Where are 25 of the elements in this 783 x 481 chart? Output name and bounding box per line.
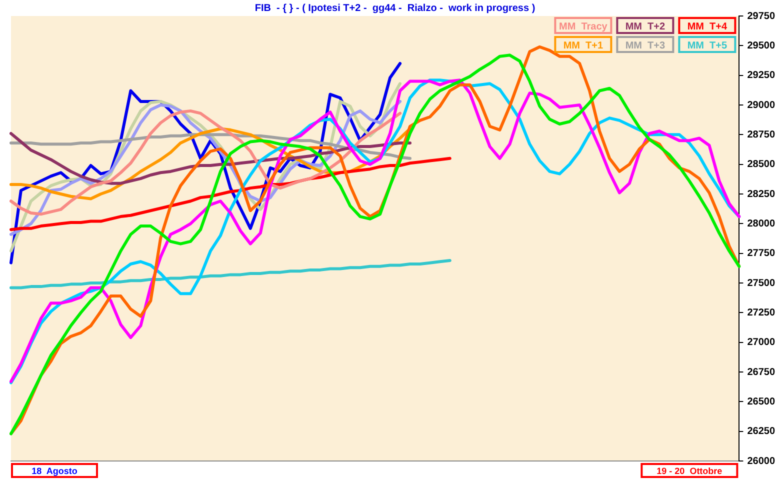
y-tick-label: 28250 [747,188,776,200]
y-tick-label: 27750 [747,248,776,260]
y-tick-label: 27500 [747,278,776,289]
y-tick-label: 26250 [747,426,776,438]
y-tick-label: 28500 [747,159,776,170]
text: MM Tracy [559,21,608,32]
text: MM T+4 [687,21,728,32]
y-tick-label: 28750 [747,129,776,140]
text: MM T+3 [625,40,666,52]
y-tick-label: 27000 [747,337,776,348]
y-tick-label: 29250 [747,70,776,82]
chart-title: FIB - { } - ( Ipotesi T+2 - gg44 - Rialzo - work in progress ) [254,2,536,14]
text: MM T+2 [625,21,666,32]
y-tick-label: 26500 [747,396,776,408]
y-tick-label: 26000 [747,456,776,467]
y-tick-label: 26750 [747,366,776,378]
y-tick-label: 27250 [747,307,776,318]
text: MM T+5 [687,40,728,52]
y-tick-label: 28000 [747,218,776,230]
text: 18 Agosto [32,466,78,476]
text: 19 - 20 Ottobre [656,466,722,476]
y-tick-label: 29750 [747,10,776,22]
text: MM T+1 [563,40,604,52]
y-tick-label: 29000 [747,100,776,111]
y-tick-label: 29500 [747,40,776,52]
